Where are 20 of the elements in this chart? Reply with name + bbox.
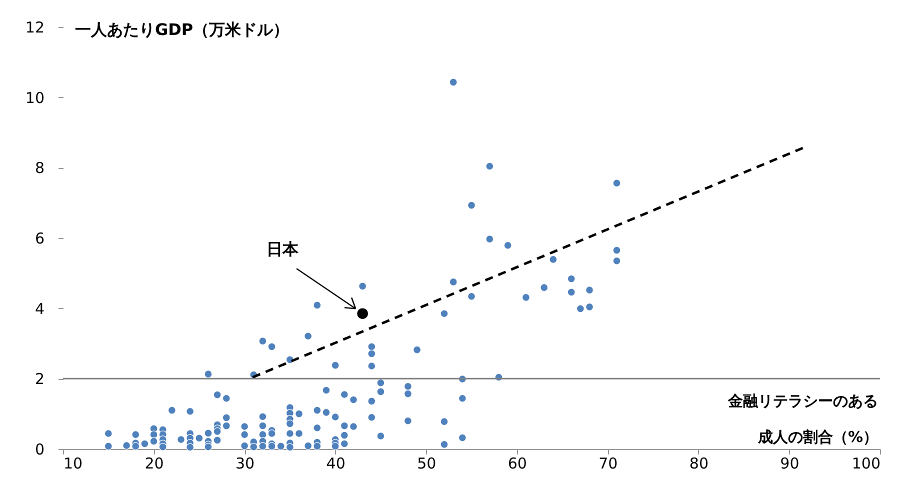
text: 金融リテラシーのある成人の割合（%）	[728, 392, 878, 446]
x-tick-label: 40	[326, 454, 346, 472]
x-tick-label: 90	[780, 454, 800, 472]
x-tick-label: 100	[852, 454, 880, 472]
x-tick-label: 70	[598, 454, 618, 472]
x-tick-label: 10	[64, 454, 83, 472]
x-tick-label: 20	[144, 454, 164, 472]
y-tick-label: 12	[25, 18, 44, 36]
x-tick-label: 80	[689, 454, 708, 472]
y-tick-label: 6	[34, 230, 44, 248]
y-axis-title: 一人あたりGDP（万米ドル）	[75, 20, 290, 39]
y-tick-label: 0	[34, 440, 44, 458]
y-tick-label: 2	[34, 370, 44, 388]
x-tick-label: 60	[508, 454, 527, 472]
x-tick-label: 30	[236, 454, 255, 472]
text: 日本	[266, 240, 300, 259]
y-tick-label: 8	[34, 159, 44, 178]
y-tick-label: 10	[25, 88, 44, 107]
y-tick-label: 4	[34, 300, 44, 318]
x-tick-label: 50	[417, 454, 436, 472]
